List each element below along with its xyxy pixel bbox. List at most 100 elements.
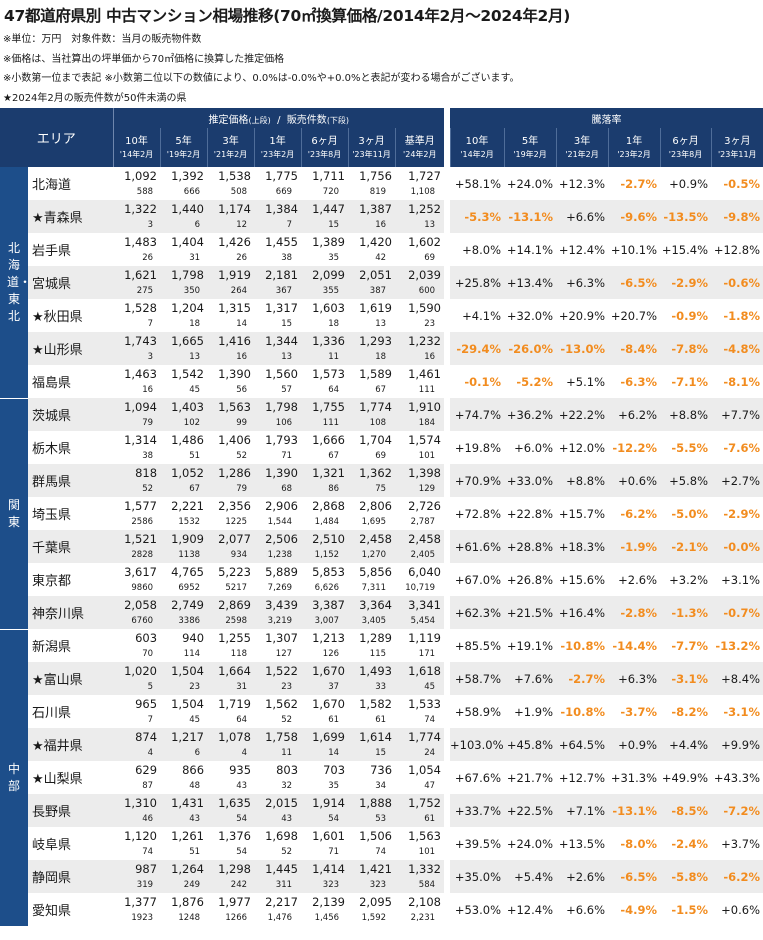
price-count-cell: 3,364 3,405 bbox=[348, 596, 396, 629]
estimated-price: 1,704 bbox=[359, 433, 393, 447]
change-rate: -2.9% bbox=[711, 497, 763, 530]
change-rate: +14.1% bbox=[504, 233, 557, 266]
change-rate: +19.1% bbox=[504, 629, 557, 662]
estimated-price: 6,040 bbox=[408, 565, 442, 579]
col-label: 5年 bbox=[175, 135, 192, 147]
column-gap bbox=[444, 728, 451, 761]
estimated-price: 1,621 bbox=[124, 268, 158, 282]
listing-count: 61 bbox=[375, 715, 387, 725]
price-count-cell: 2,749 3386 bbox=[160, 596, 208, 629]
estimated-price: 2,108 bbox=[408, 895, 442, 909]
listing-count: 52 bbox=[281, 715, 293, 725]
estimated-price: 1,665 bbox=[171, 334, 205, 348]
price-count-cell: 2,181 367 bbox=[254, 266, 302, 299]
estimated-price: 965 bbox=[135, 697, 158, 711]
listing-count: 111 bbox=[322, 418, 340, 428]
table-row: 千葉県 1,521 2828 1,909 1138 2,077 934 2,506 1,238 2… bbox=[0, 530, 763, 563]
prefecture-name: 岩手県 bbox=[28, 233, 114, 266]
estimated-price: 2,039 bbox=[408, 268, 442, 282]
listing-count: 3 bbox=[147, 352, 154, 362]
listing-count: 600 bbox=[418, 286, 436, 296]
listing-count: 323 bbox=[369, 880, 387, 890]
price-count-cell: 1,261 51 bbox=[160, 827, 208, 860]
listing-count: 2828 bbox=[131, 550, 154, 560]
listing-count: 23 bbox=[189, 682, 201, 692]
change-rate: -5.0% bbox=[660, 497, 712, 530]
price-count-cell: 1,506 74 bbox=[348, 827, 396, 860]
price-count-cell: 866 48 bbox=[160, 761, 208, 794]
note-decimal: ※小数第一位まで表記 ※小数第二位以下の数値により、0.0%は-0.0%や+0.… bbox=[3, 73, 520, 84]
page-title: 47都道府県別 中古マンション相場推移(70㎡換算価格/2014年2月〜2024… bbox=[4, 7, 571, 25]
estimated-price: 1,670 bbox=[312, 697, 346, 711]
estimated-price: 1,420 bbox=[359, 235, 393, 249]
listing-count: 74 bbox=[424, 715, 436, 725]
change-rate: +64.5% bbox=[556, 728, 609, 761]
change-rate: -5.2% bbox=[504, 365, 557, 398]
change-rate: -14.4% bbox=[608, 629, 661, 662]
change-rate: -6.2% bbox=[608, 497, 661, 530]
listing-count: 54 bbox=[328, 814, 340, 824]
listing-count: 101 bbox=[418, 451, 436, 461]
price-col-header: 5年 '19年2月 bbox=[159, 128, 208, 167]
listing-count: 1,270 bbox=[361, 550, 387, 560]
estimated-price: 1,504 bbox=[171, 697, 205, 711]
estimated-price: 1,486 bbox=[171, 433, 205, 447]
listing-count: 350 bbox=[183, 286, 201, 296]
price-count-cell: 2,039 600 bbox=[395, 266, 445, 299]
listing-count: 26 bbox=[142, 253, 154, 263]
estimated-price: 5,889 bbox=[265, 565, 299, 579]
estimated-price: 1,910 bbox=[408, 400, 442, 414]
price-count-cell: 1,774 24 bbox=[395, 728, 445, 761]
change-rate: -7.7% bbox=[660, 629, 712, 662]
estimated-price: 1,563 bbox=[408, 829, 442, 843]
estimated-price: 1,793 bbox=[265, 433, 299, 447]
estimated-price: 1,232 bbox=[408, 334, 442, 348]
estimated-price: 1,377 bbox=[124, 895, 158, 909]
price-count-cell: 1,798 106 bbox=[254, 398, 302, 431]
estimated-price: 3,617 bbox=[124, 565, 158, 579]
column-gap bbox=[444, 299, 451, 332]
prefecture-name: 神奈川県 bbox=[28, 596, 114, 629]
change-rate: +3.1% bbox=[711, 563, 763, 596]
change-col-header: 1年 '23年2月 bbox=[607, 128, 661, 167]
column-gap bbox=[444, 629, 451, 662]
price-count-cell: 1,416 16 bbox=[207, 332, 255, 365]
listing-count: 242 bbox=[230, 880, 248, 890]
change-rate: +49.9% bbox=[660, 761, 712, 794]
change-rate: -13.1% bbox=[504, 200, 557, 233]
table-row: 東京都 3,617 9860 4,765 6952 5,223 5217 5,889 7,269… bbox=[0, 563, 763, 596]
change-rate: +24.0% bbox=[504, 827, 557, 860]
listing-count: 23 bbox=[424, 319, 436, 329]
change-rate: +12.0% bbox=[556, 431, 609, 464]
estimated-price: 1,204 bbox=[171, 301, 205, 315]
estimated-price: 1,092 bbox=[124, 169, 158, 183]
price-count-cell: 1,910 184 bbox=[395, 398, 445, 431]
change-rate: -13.2% bbox=[711, 629, 763, 662]
table-row: 北海道・東北 北海道 1,092 588 1,392 666 1,538 508 1,775 66… bbox=[0, 167, 763, 399]
change-rate: +0.9% bbox=[608, 728, 661, 761]
listing-count: 11 bbox=[328, 352, 340, 362]
listing-count: 37 bbox=[328, 682, 340, 692]
change-rate: +16.4% bbox=[556, 596, 609, 629]
listing-count: 2,231 bbox=[410, 913, 436, 923]
listing-count: 2,405 bbox=[410, 550, 436, 560]
estimated-price: 1,414 bbox=[312, 862, 346, 876]
col-sub: '14年2月 bbox=[119, 149, 154, 159]
change-rate: +67.0% bbox=[450, 563, 505, 596]
change-rate: +2.6% bbox=[608, 563, 661, 596]
col-label: 1年 bbox=[269, 135, 286, 147]
change-col-header: 3年 '21年2月 bbox=[555, 128, 609, 167]
estimated-price: 1,914 bbox=[312, 796, 346, 810]
price-count-cell: 1,601 71 bbox=[301, 827, 349, 860]
listing-count: 1,592 bbox=[361, 913, 387, 923]
price-count-cell: 3,341 5,454 bbox=[395, 596, 445, 629]
price-count-cell: 1,440 6 bbox=[160, 200, 208, 233]
price-count-cell: 1,377 1923 bbox=[113, 893, 161, 926]
estimated-price: 1,255 bbox=[218, 631, 252, 645]
estimated-price: 1,711 bbox=[312, 169, 346, 183]
price-count-cell: 5,889 7,269 bbox=[254, 563, 302, 596]
listing-count: 367 bbox=[275, 286, 293, 296]
listing-count: 69 bbox=[424, 253, 436, 263]
table-row: 岩手県 1,483 26 1,404 31 1,426 26 1,455 38 1,389 35 1,… bbox=[0, 233, 763, 266]
estimated-price: 4,765 bbox=[171, 565, 205, 579]
